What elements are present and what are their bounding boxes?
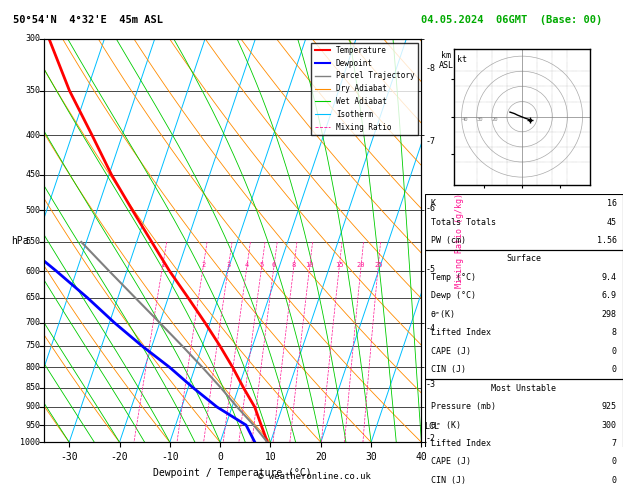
Text: -3: -3 <box>425 380 435 389</box>
Text: 20: 20 <box>357 262 365 268</box>
Text: 5: 5 <box>260 262 264 268</box>
Text: 2: 2 <box>201 262 206 268</box>
Text: 300: 300 <box>602 420 617 430</box>
Text: 300: 300 <box>25 35 40 43</box>
Text: 900: 900 <box>25 402 40 412</box>
Text: 0: 0 <box>612 347 617 356</box>
Text: 15: 15 <box>335 262 343 268</box>
Text: 550: 550 <box>25 238 40 246</box>
Text: Most Unstable: Most Unstable <box>491 383 556 393</box>
Text: 700: 700 <box>25 318 40 327</box>
Text: 10: 10 <box>306 262 314 268</box>
Text: 650: 650 <box>25 294 40 302</box>
Text: 1000: 1000 <box>20 438 40 447</box>
Text: 50°54'N  4°32'E  45m ASL: 50°54'N 4°32'E 45m ASL <box>13 15 162 25</box>
Text: 9.4: 9.4 <box>602 273 617 282</box>
Text: hPa: hPa <box>11 236 28 245</box>
Text: 600: 600 <box>25 267 40 276</box>
Text: K: K <box>430 199 435 208</box>
Text: © weatheronline.co.uk: © weatheronline.co.uk <box>258 472 371 481</box>
Text: 3: 3 <box>226 262 231 268</box>
Text: -7: -7 <box>425 138 435 146</box>
Text: 350: 350 <box>25 86 40 95</box>
X-axis label: Dewpoint / Temperature (°C): Dewpoint / Temperature (°C) <box>153 468 312 478</box>
Text: 8: 8 <box>292 262 296 268</box>
Text: Mixing Ratio (g/kg): Mixing Ratio (g/kg) <box>455 193 464 288</box>
Text: 0: 0 <box>612 457 617 467</box>
Text: 6: 6 <box>272 262 276 268</box>
Text: Temp (°C): Temp (°C) <box>430 273 476 282</box>
Legend: Temperature, Dewpoint, Parcel Trajectory, Dry Adiabat, Wet Adiabat, Isotherm, Mi: Temperature, Dewpoint, Parcel Trajectory… <box>311 43 418 135</box>
Text: CIN (J): CIN (J) <box>430 365 465 374</box>
Text: 850: 850 <box>25 383 40 392</box>
Text: Lifted Index: Lifted Index <box>430 439 491 448</box>
Text: 8: 8 <box>612 328 617 337</box>
Text: Lifted Index: Lifted Index <box>430 328 491 337</box>
Text: PW (cm): PW (cm) <box>430 236 465 245</box>
Text: -8: -8 <box>425 64 435 73</box>
Text: LCL: LCL <box>424 422 439 432</box>
Text: 25: 25 <box>374 262 382 268</box>
Text: Surface: Surface <box>506 255 541 263</box>
Text: km
ASL: km ASL <box>438 51 454 70</box>
Text: 500: 500 <box>25 206 40 214</box>
Text: Dewp (°C): Dewp (°C) <box>430 292 476 300</box>
Text: 6.9: 6.9 <box>602 292 617 300</box>
Text: 800: 800 <box>25 363 40 372</box>
Text: 0: 0 <box>612 476 617 485</box>
Text: 4: 4 <box>245 262 249 268</box>
Text: θᵉ (K): θᵉ (K) <box>430 420 460 430</box>
Text: θᵉ(K): θᵉ(K) <box>430 310 455 319</box>
Text: 04.05.2024  06GMT  (Base: 00): 04.05.2024 06GMT (Base: 00) <box>421 15 603 25</box>
Text: 450: 450 <box>25 170 40 179</box>
Text: 750: 750 <box>25 341 40 350</box>
Text: 45: 45 <box>607 218 617 226</box>
Text: 298: 298 <box>602 310 617 319</box>
Text: CAPE (J): CAPE (J) <box>430 457 470 467</box>
Text: 400: 400 <box>25 131 40 140</box>
Text: -6: -6 <box>425 204 435 213</box>
Text: 16: 16 <box>607 199 617 208</box>
Text: 1.56: 1.56 <box>597 236 617 245</box>
Text: Totals Totals: Totals Totals <box>430 218 496 226</box>
Text: CAPE (J): CAPE (J) <box>430 347 470 356</box>
Text: 7: 7 <box>612 439 617 448</box>
Text: 1: 1 <box>160 262 165 268</box>
Text: CIN (J): CIN (J) <box>430 476 465 485</box>
Text: -2: -2 <box>425 434 435 443</box>
Text: 925: 925 <box>602 402 617 411</box>
Text: 30: 30 <box>477 117 483 122</box>
Text: 40: 40 <box>462 117 468 122</box>
Text: 0: 0 <box>612 365 617 374</box>
Text: kt: kt <box>457 55 467 65</box>
Text: 20: 20 <box>492 117 498 122</box>
Text: -4: -4 <box>425 324 435 333</box>
Text: 950: 950 <box>25 420 40 430</box>
Text: -5: -5 <box>425 265 435 275</box>
Text: Pressure (mb): Pressure (mb) <box>430 402 496 411</box>
